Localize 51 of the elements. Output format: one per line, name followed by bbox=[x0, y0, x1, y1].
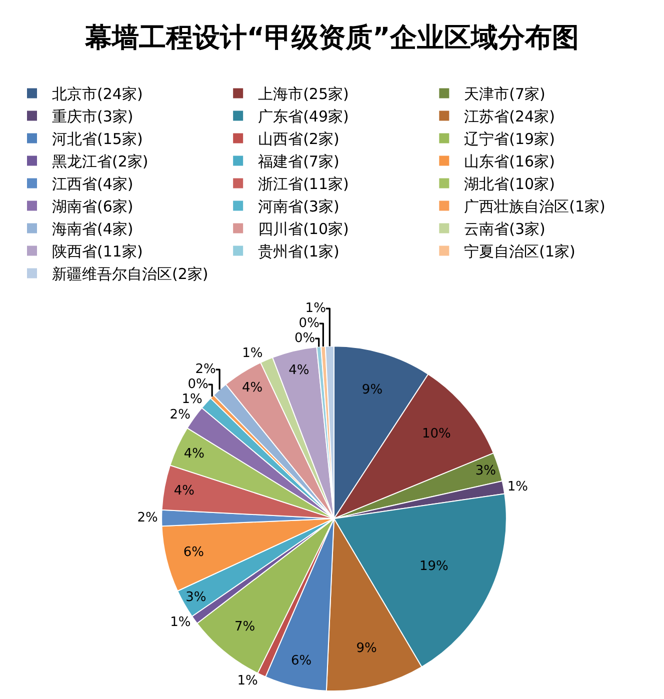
data-label: 2% bbox=[170, 408, 190, 423]
legend-label: 浙江省(11家) bbox=[258, 175, 349, 194]
data-label: 7% bbox=[234, 620, 256, 635]
data-label: 2% bbox=[195, 362, 216, 378]
legend-label: 福建省(7家) bbox=[258, 152, 340, 171]
data-label: 3% bbox=[475, 463, 496, 478]
data-label: 4% bbox=[288, 362, 310, 378]
legend-label: 重庆市(3家) bbox=[52, 108, 134, 126]
data-label: 0% bbox=[294, 331, 316, 346]
legend-label: 江苏省(24家) bbox=[464, 108, 555, 126]
legend-label: 新疆维吾尔自治区(2家) bbox=[52, 265, 208, 284]
legend-label: 广东省(49家) bbox=[258, 108, 349, 126]
data-label: 1% bbox=[305, 301, 326, 316]
legend-label: 湖南省(6家) bbox=[52, 198, 134, 216]
legend-label: 北京市(24家) bbox=[52, 85, 143, 104]
data-label: 1% bbox=[507, 480, 528, 495]
data-label: 0% bbox=[188, 377, 208, 392]
data-label: 10% bbox=[422, 426, 451, 442]
legend-label: 黑龙江省(2家) bbox=[52, 152, 148, 171]
legend-label: 江西省(4家) bbox=[52, 175, 134, 194]
legend-label: 宁夏自治区(1家) bbox=[464, 242, 576, 261]
legend-label: 山西省(2家) bbox=[258, 130, 340, 148]
chart-title: 幕墙工程设计“甲级资质”企业区域分布图 bbox=[84, 22, 580, 54]
data-label: 1% bbox=[170, 615, 191, 630]
legend-label: 天津市(7家) bbox=[464, 85, 546, 104]
legend-label: 河南省(3家) bbox=[258, 198, 340, 216]
data-label: 1% bbox=[242, 346, 263, 362]
data-label: 4% bbox=[242, 380, 263, 396]
legend-label: 陕西省(11家) bbox=[52, 242, 143, 261]
legend-label: 贵州省(1家) bbox=[258, 242, 340, 261]
data-label: 2% bbox=[137, 510, 158, 526]
legend-label: 海南省(4家) bbox=[52, 220, 134, 238]
data-label: 0% bbox=[298, 316, 320, 332]
data-label: 9% bbox=[362, 382, 383, 398]
legend-label: 河北省(15家) bbox=[52, 130, 143, 148]
data-label: 3% bbox=[186, 590, 206, 605]
data-label: 1% bbox=[182, 392, 202, 408]
data-label: 1% bbox=[237, 674, 258, 689]
data-label: 9% bbox=[356, 641, 377, 656]
legend-label: 辽宁省(19家) bbox=[464, 130, 555, 148]
legend-label: 湖北省(10家) bbox=[464, 175, 555, 194]
legend-label: 广西壮族自治区(1家) bbox=[464, 198, 606, 216]
data-label: 6% bbox=[183, 545, 204, 560]
legend-label: 云南省(3家) bbox=[464, 220, 546, 238]
data-label: 19% bbox=[419, 558, 448, 574]
legend-label: 四川省(10家) bbox=[258, 220, 349, 238]
legend-label: 山东省(16家) bbox=[464, 152, 555, 171]
legend-label: 上海市(25家) bbox=[258, 85, 349, 104]
data-label: 4% bbox=[174, 483, 194, 498]
data-label: 4% bbox=[184, 446, 204, 462]
data-label: 6% bbox=[290, 653, 312, 668]
